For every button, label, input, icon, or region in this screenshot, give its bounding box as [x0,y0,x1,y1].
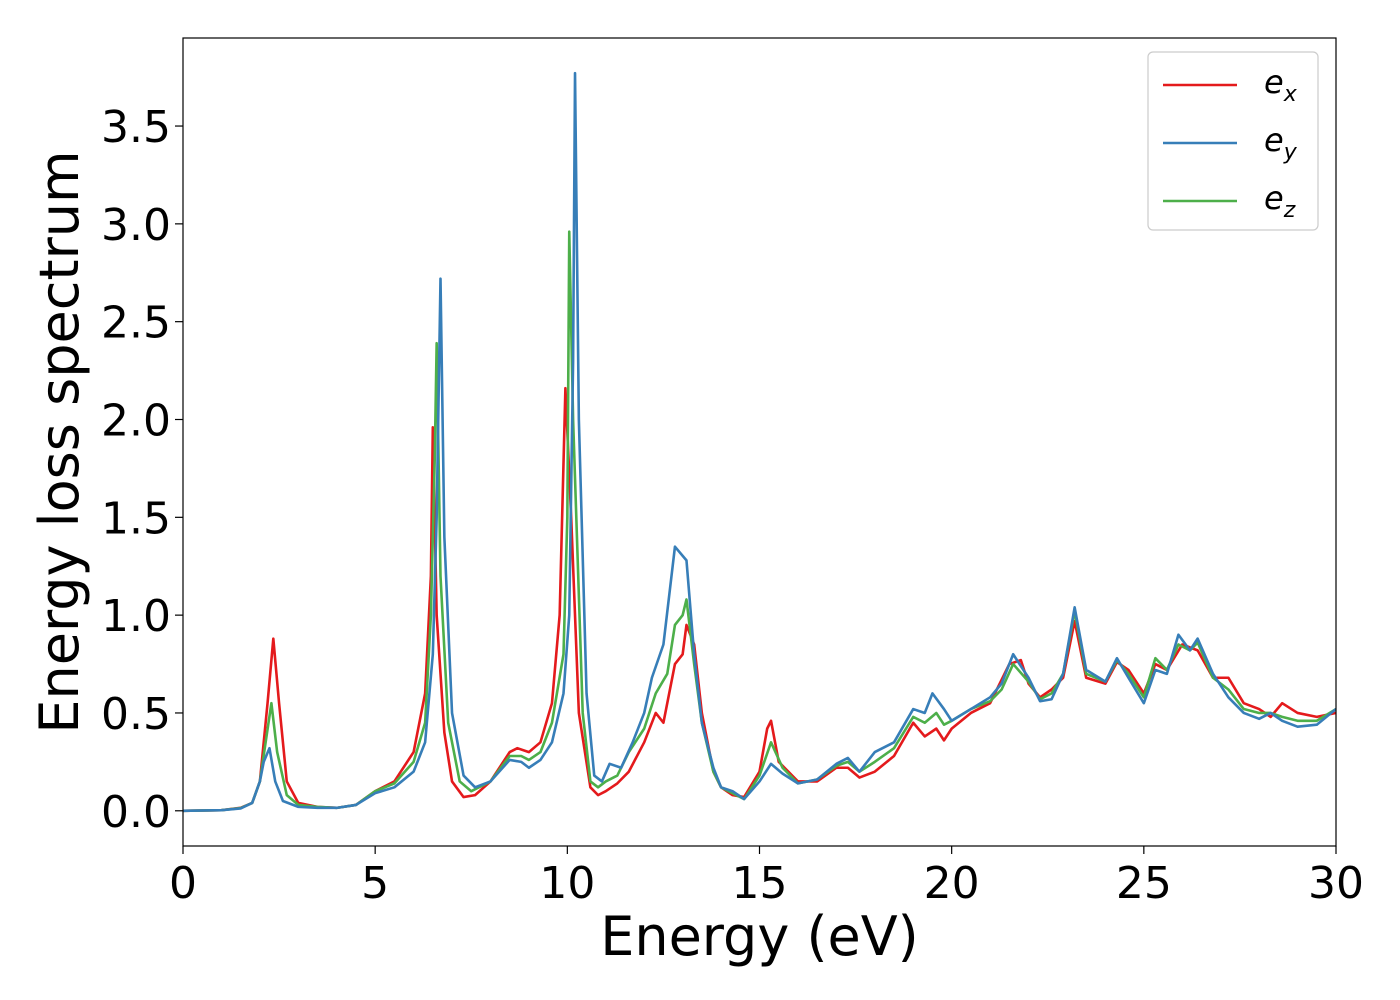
legend-label-z: ez [1264,179,1296,223]
y-axis-ticks: 0.0 0.5 1.0 1.5 2.0 2.5 3.0 3.5 [101,102,183,838]
plot-frame [182,37,1337,847]
series-line-y [183,71,1336,813]
legend-label-x: ex [1264,63,1298,107]
y-axis-title: Energy loss spectrum [28,150,91,733]
y-tick-label: 3.0 [101,200,171,251]
y-tick-label: 2.5 [101,298,171,349]
y-tick-label: 0.0 [101,787,171,838]
legend: ex ey ez [1147,51,1319,231]
series-lines [183,71,1336,813]
y-tick-label: 1.0 [101,591,171,642]
x-tick-label: 25 [1116,858,1172,909]
y-tick-label: 0.5 [101,689,171,740]
legend-label-y: ey [1264,121,1298,165]
x-axis-ticks: 0 5 10 15 20 25 30 [169,846,1364,909]
x-axis-title: Energy (eV) [600,905,919,968]
legend-box [1147,51,1319,231]
x-tick-label: 0 [169,858,197,909]
x-tick-label: 15 [732,858,788,909]
x-tick-label: 5 [361,858,389,909]
y-tick-label: 1.5 [101,493,171,544]
y-tick-label: 2.0 [101,396,171,447]
x-tick-label: 30 [1308,858,1364,909]
x-tick-label: 20 [924,858,980,909]
y-tick-label: 3.5 [101,102,171,153]
x-tick-label: 10 [539,858,595,909]
